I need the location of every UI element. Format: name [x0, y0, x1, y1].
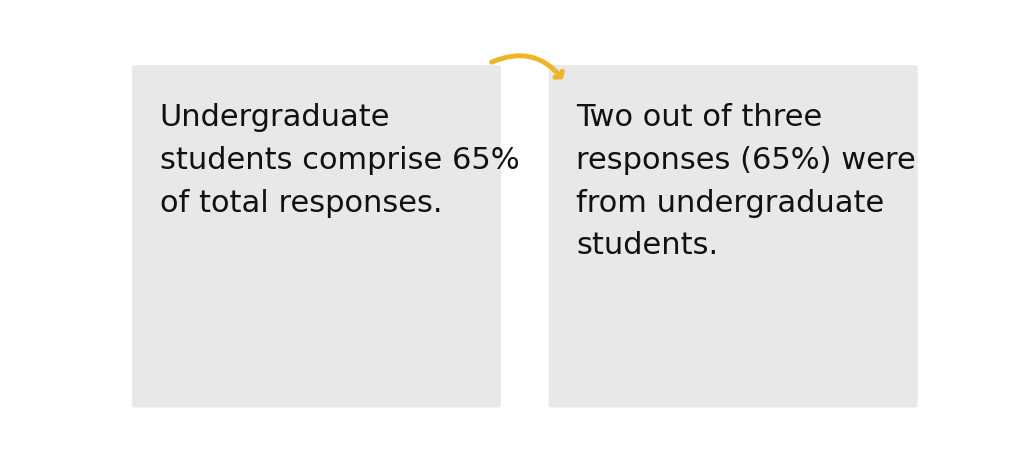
Text: Undergraduate
students comprise 65%
of total responses.: Undergraduate students comprise 65% of t… — [160, 103, 519, 218]
FancyBboxPatch shape — [132, 65, 501, 408]
Text: Two out of three
responses (65%) were
from undergraduate
students.: Two out of three responses (65%) were fr… — [577, 103, 916, 260]
FancyBboxPatch shape — [549, 65, 918, 408]
